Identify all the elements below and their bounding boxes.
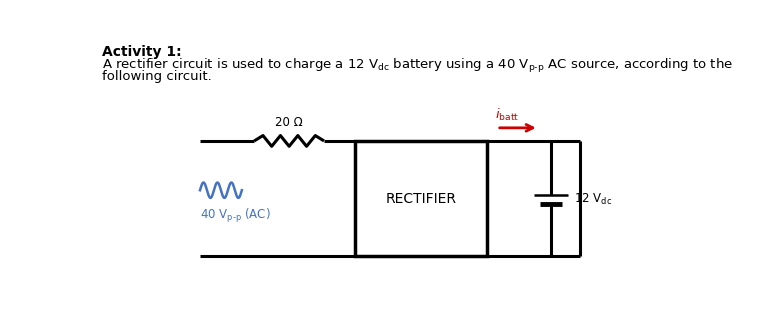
Text: 12 V$_{\mathrm{dc}}$: 12 V$_{\mathrm{dc}}$ xyxy=(574,192,612,207)
Text: following circuit.: following circuit. xyxy=(101,70,211,83)
Text: A rectifier circuit is used to charge a 12 V$_{\mathrm{dc}}$ battery using a 40 : A rectifier circuit is used to charge a … xyxy=(101,57,732,75)
Text: 40 V$_{\mathrm{p\text{-}p}}$ (AC): 40 V$_{\mathrm{p\text{-}p}}$ (AC) xyxy=(200,207,271,225)
Text: Activity 1:: Activity 1: xyxy=(101,45,181,59)
Text: 20 Ω: 20 Ω xyxy=(275,117,303,129)
Text: $\mathit{i}_{\mathrm{batt}}$: $\mathit{i}_{\mathrm{batt}}$ xyxy=(495,107,520,123)
Bar xyxy=(355,141,487,256)
Text: RECTIFIER: RECTIFIER xyxy=(385,192,456,206)
